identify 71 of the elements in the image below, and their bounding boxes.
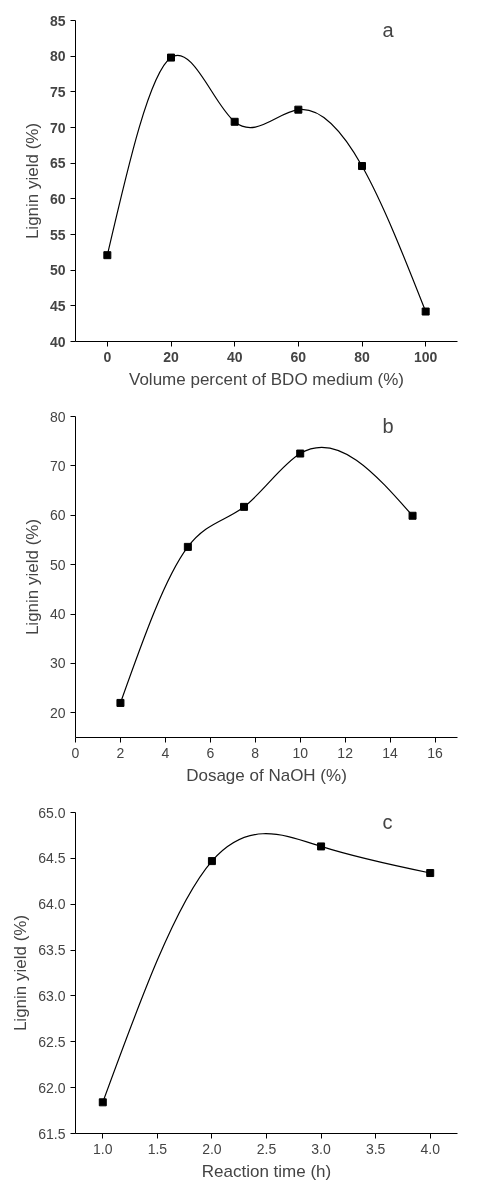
x-tick-label: 2.5 — [256, 1140, 277, 1157]
point — [408, 511, 417, 520]
y-tick-label: 60 — [49, 190, 66, 207]
annotation: b — [382, 414, 394, 437]
x-tick-label: 100 — [413, 348, 438, 365]
y-tick-label: 20 — [49, 704, 66, 721]
x-tick-label: 40 — [226, 348, 243, 365]
x-tick-label: 80 — [354, 348, 370, 365]
y-tick-label: 65 — [49, 155, 66, 172]
x-tick-label: 3.0 — [311, 1140, 332, 1157]
x-tick-label: 20 — [163, 348, 179, 365]
x-tick-label: 16 — [427, 744, 444, 761]
y-tick-label: 62.5 — [38, 1033, 66, 1050]
annotation: a — [382, 18, 395, 41]
point — [296, 449, 305, 458]
y-tick-label: 61.5 — [38, 1125, 66, 1142]
y-tick-label: 64.5 — [38, 850, 66, 867]
point — [426, 869, 435, 878]
y-tick-label: 40 — [49, 333, 66, 350]
y-tick-label: 85 — [49, 12, 66, 29]
y-tick-label: 75 — [49, 83, 66, 100]
y-axis-title: Lignin yield (%) — [11, 914, 31, 1032]
x-tick-label: 12 — [337, 744, 354, 761]
x-tick-label: 14 — [382, 744, 399, 761]
y-tick-label: 50 — [49, 262, 66, 279]
y-tick-label: 40 — [49, 606, 66, 623]
x-tick-label: 8 — [251, 744, 260, 761]
y-tick-label: 45 — [49, 297, 66, 314]
point — [116, 698, 125, 707]
x-tick-label: 1.0 — [93, 1140, 113, 1157]
annotation: c — [382, 810, 393, 833]
point — [98, 1098, 107, 1107]
x-tick-label: 1.5 — [147, 1140, 168, 1157]
point — [421, 307, 430, 316]
point — [167, 53, 175, 62]
point — [358, 162, 366, 171]
x-tick-label: 4.0 — [420, 1140, 441, 1157]
point — [183, 542, 192, 551]
x-axis-title: Reaction time (h) — [201, 1161, 332, 1181]
point — [317, 842, 326, 851]
y-tick-label: 80 — [49, 408, 66, 425]
y-tick-label: 65.0 — [38, 804, 66, 821]
y-tick-label: 63.0 — [38, 987, 66, 1004]
y-tick-label: 63.5 — [38, 942, 66, 959]
point — [103, 251, 112, 260]
y-tick-label: 62.0 — [38, 1079, 66, 1096]
x-tick-label: 3.5 — [365, 1140, 386, 1157]
x-tick-label: 60 — [290, 348, 307, 365]
y-tick-label: 70 — [49, 457, 66, 474]
y-tick-label: 80 — [49, 48, 66, 65]
x-tick-label: 4 — [161, 744, 170, 761]
y-axis-title: Lignin yield (%) — [22, 122, 42, 240]
y-tick-label: 60 — [49, 507, 66, 524]
point — [230, 117, 239, 126]
x-axis-title: Dosage of NaOH (%) — [186, 765, 347, 785]
y-axis-title: Lignin yield (%) — [22, 518, 42, 636]
point — [240, 502, 249, 511]
x-tick-label: 0 — [71, 744, 80, 761]
point — [294, 105, 303, 114]
y-tick-label: 70 — [49, 119, 66, 136]
x-tick-label: 2.0 — [202, 1140, 222, 1157]
x-tick-label: 2 — [116, 744, 125, 761]
x-tick-label: 6 — [206, 744, 215, 761]
x-axis-title: Volume percent of BDO medium (%) — [129, 369, 404, 389]
y-tick-label: 50 — [49, 556, 66, 573]
point — [207, 857, 216, 866]
x-tick-label: 10 — [292, 744, 309, 761]
y-tick-label: 64.0 — [38, 896, 66, 913]
y-tick-label: 55 — [49, 226, 66, 243]
y-tick-label: 30 — [49, 655, 66, 672]
x-tick-label: 0 — [103, 348, 112, 365]
